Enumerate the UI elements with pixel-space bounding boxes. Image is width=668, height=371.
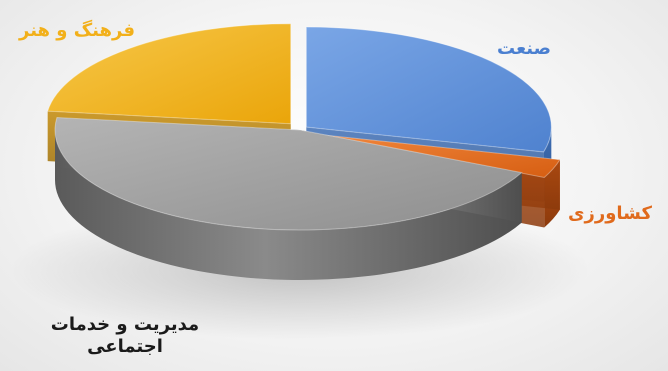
slice-side-management [54,130,522,280]
slice-management [54,116,523,231]
label-management-social-services: مدیریت و خدمات اجتماعی [50,314,200,357]
slice-culture [47,23,292,125]
label-industry: صنعت [497,38,551,59]
slice-agriculture [322,134,561,178]
label-culture-art: فرهنگ و هنر [19,20,135,41]
slice-industry [305,26,552,153]
label-agriculture: کشاورزی [568,203,652,224]
